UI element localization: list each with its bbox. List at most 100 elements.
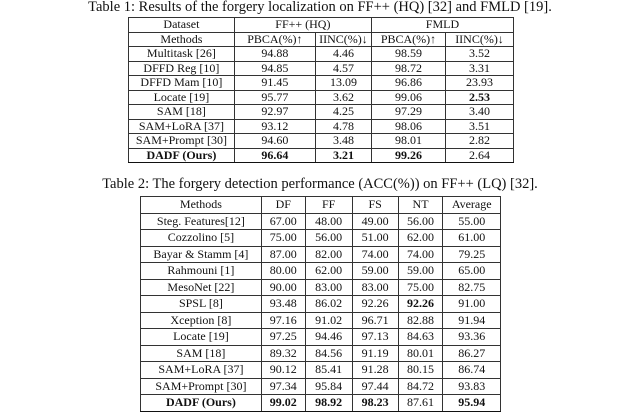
table-row: SAM [18] 92.97 4.25 97.29 3.40 [128, 104, 514, 120]
method-name: Bayar & Stamm [4] [140, 246, 262, 263]
value-cell: 80.01 [398, 345, 444, 362]
value-cell: 85.41 [305, 361, 353, 379]
column-header: FS [352, 196, 399, 214]
value-cell: 99.06 [371, 90, 447, 105]
method-name: DADF (Ours) [140, 394, 262, 412]
column-header: IINC(%)↓ [445, 32, 514, 47]
method-name: Locate [19] [140, 328, 262, 346]
value-cell: 75.00 [261, 229, 306, 247]
value-cell: 91.28 [352, 361, 399, 379]
value-cell: 3.51 [445, 119, 514, 134]
column-header: PBCA(%)↑ [371, 32, 447, 47]
method-name: SAM+Prompt [30] [140, 378, 262, 395]
method-name: Cozzolino [5] [140, 229, 262, 247]
method-name: DADF (Ours) [128, 148, 235, 163]
method-name: SAM+LoRA [37] [128, 119, 235, 134]
value-cell: 80.15 [398, 361, 444, 379]
value-cell: 86.27 [442, 345, 501, 362]
table-row: Multitask [26] 94.88 4.46 98.59 3.52 [128, 46, 514, 62]
header-row-metrics: Methods PBCA(%)↑ IINC(%)↓ PBCA(%)↑ IINC(%)↓ [128, 32, 514, 47]
method-name: Locate [19] [128, 90, 235, 105]
value-cell: 98.01 [371, 133, 447, 149]
value-cell: 92.26 [352, 295, 399, 313]
value-cell: 92.26 [398, 295, 444, 313]
value-cell: 98.92 [305, 394, 353, 412]
column-header: DF [261, 196, 306, 214]
value-cell: 82.88 [398, 312, 444, 329]
value-cell: 3.48 [315, 133, 372, 149]
table-row: SPSL [8] 93.48 86.02 92.26 92.26 91.00 [140, 295, 501, 313]
table-row: SAM [18] 89.32 84.56 91.19 80.01 86.27 [140, 345, 501, 362]
value-cell: 61.00 [442, 229, 501, 247]
value-cell: 93.48 [261, 295, 306, 313]
dataset-header: Dataset [128, 17, 235, 33]
value-cell: 96.71 [352, 312, 399, 329]
value-cell: 65.00 [442, 262, 501, 280]
table-row: Rahmouni [1] 80.00 62.00 59.00 59.00 65.00 [140, 262, 501, 280]
method-name: Rahmouni [1] [140, 262, 262, 280]
value-cell: 87.00 [261, 246, 306, 263]
value-cell: 84.56 [305, 345, 353, 362]
method-name: SAM [18] [140, 345, 262, 362]
value-cell: 96.86 [371, 75, 447, 91]
value-cell: 80.00 [261, 262, 306, 280]
column-header: IINC(%)↓ [315, 32, 372, 47]
value-cell: 99.26 [371, 148, 447, 163]
value-cell: 23.93 [445, 75, 514, 91]
value-cell: 59.00 [352, 262, 399, 280]
value-cell: 55.00 [442, 213, 501, 230]
table-row: Xception [8] 97.16 91.02 96.71 82.88 91.94 [140, 312, 501, 329]
dataset-ffhq-header: FF++ (HQ) [234, 17, 372, 33]
value-cell: 13.09 [315, 75, 372, 91]
table-row: Bayar & Stamm [4] 87.00 82.00 74.00 74.00 79.… [140, 246, 501, 263]
method-name: DFFD Reg [10] [128, 61, 235, 76]
column-header: Methods [140, 196, 262, 214]
value-cell: 92.97 [234, 104, 316, 120]
value-cell: 94.60 [234, 133, 316, 149]
value-cell: 4.78 [315, 119, 372, 134]
value-cell: 56.00 [305, 229, 353, 247]
value-cell: 62.00 [398, 229, 444, 247]
value-cell: 3.62 [315, 90, 372, 105]
value-cell: 51.00 [352, 229, 399, 247]
value-cell: 98.06 [371, 119, 447, 134]
value-cell: 91.94 [442, 312, 501, 329]
value-cell: 86.74 [442, 361, 501, 379]
value-cell: 91.45 [234, 75, 316, 91]
table-row: SAM+Prompt [30] 97.34 95.84 97.44 84.72 93.83 [140, 378, 501, 395]
method-name: Steg. Features[12] [140, 213, 262, 230]
value-cell: 82.00 [305, 246, 353, 263]
value-cell: 82.75 [442, 279, 501, 296]
method-name: Xception [8] [140, 312, 262, 329]
value-cell: 3.40 [445, 104, 514, 120]
method-name: SPSL [8] [140, 295, 262, 313]
value-cell: 97.29 [371, 104, 447, 120]
method-name: MesoNet [22] [140, 279, 262, 296]
value-cell: 95.77 [234, 90, 316, 105]
header-row: Methods DF FF FS NT Average [140, 196, 501, 214]
value-cell: 83.00 [352, 279, 399, 296]
value-cell: 3.21 [315, 148, 372, 163]
value-cell: 4.46 [315, 46, 372, 62]
table-row: Steg. Features[12] 67.00 48.00 49.00 56.00 55… [140, 213, 501, 230]
value-cell: 67.00 [261, 213, 306, 230]
table-row: MesoNet [22] 90.00 83.00 83.00 75.00 82.75 [140, 279, 501, 296]
value-cell: 94.46 [305, 328, 353, 346]
value-cell: 83.00 [305, 279, 353, 296]
table-row: DFFD Reg [10] 94.85 4.57 98.72 3.31 [128, 61, 514, 76]
method-name: SAM [18] [128, 104, 235, 120]
dataset-fmld-header: FMLD [371, 17, 515, 33]
column-header: NT [398, 196, 444, 214]
table-row: Cozzolino [5] 75.00 56.00 51.00 62.00 61.00 [140, 229, 501, 247]
column-header: FF [305, 196, 353, 214]
value-cell: 75.00 [398, 279, 444, 296]
value-cell: 48.00 [305, 213, 353, 230]
value-cell: 94.88 [234, 46, 316, 62]
value-cell: 2.53 [445, 90, 514, 105]
table-row: DFFD Mam [10] 91.45 13.09 96.86 23.93 [128, 75, 514, 91]
value-cell: 86.02 [305, 295, 353, 313]
value-cell: 93.83 [442, 378, 501, 395]
value-cell: 95.94 [442, 394, 501, 412]
value-cell: 98.23 [352, 394, 399, 412]
value-cell: 4.57 [315, 61, 372, 76]
